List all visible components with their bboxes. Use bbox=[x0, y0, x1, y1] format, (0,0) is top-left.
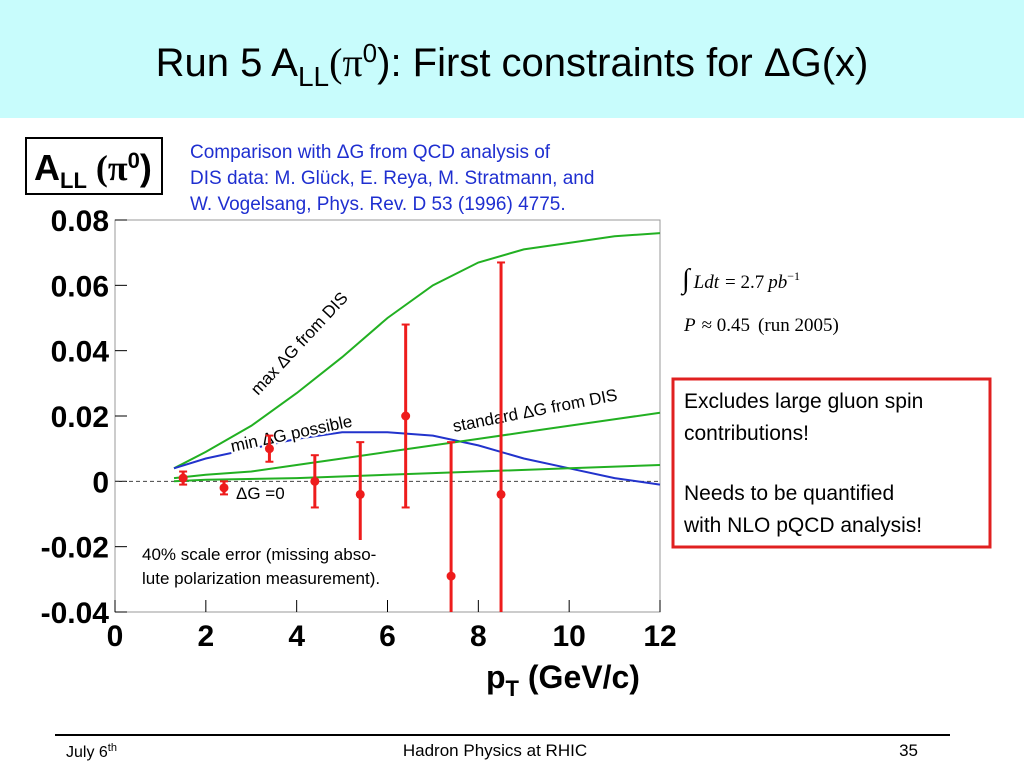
ylabel-part: (π bbox=[87, 148, 128, 188]
lum-part: Ldt bbox=[693, 272, 720, 293]
y-axis-label: ALL (π0) bbox=[34, 147, 152, 193]
lum-sup: −1 bbox=[787, 269, 800, 283]
title-sup: 0 bbox=[363, 38, 377, 68]
y-label-box bbox=[25, 137, 163, 195]
lum-part: pb bbox=[766, 272, 787, 293]
x-tick-label: 10 bbox=[552, 620, 585, 653]
lum-part: ∫ bbox=[680, 264, 692, 296]
x-tick-label: 12 bbox=[643, 620, 676, 653]
pol-part: P bbox=[683, 315, 696, 336]
annotation: 40% scale error (missing abso- bbox=[142, 545, 376, 564]
comparison-note: Comparison with ΔG from QCD analysis of … bbox=[190, 142, 594, 215]
footer-event: Hadron Physics at RHIC bbox=[403, 741, 587, 760]
data-point bbox=[355, 489, 365, 499]
x-axis-label: pT (GeV/c) bbox=[486, 659, 640, 701]
date-sup: th bbox=[108, 742, 117, 754]
y-tick-label: 0.02 bbox=[51, 401, 109, 434]
annotation: lute polarization measurement). bbox=[142, 569, 380, 588]
footer-date: July 6th bbox=[66, 742, 117, 761]
xlabel-part: (GeV/c) bbox=[519, 659, 640, 695]
pol-part: (run 2005) bbox=[758, 315, 839, 336]
note-line: W. Vogelsang, Phys. Rev. D 53 (1996) 477… bbox=[190, 194, 566, 215]
title-part: Run 5 A bbox=[156, 41, 299, 85]
y-tick-label: -0.04 bbox=[41, 597, 110, 630]
data-point bbox=[496, 489, 506, 499]
conclusion-line: with NLO pQCD analysis! bbox=[683, 514, 922, 537]
curve bbox=[173, 232, 661, 470]
lum-part: = 2.7 bbox=[725, 272, 764, 293]
note-line: DIS data: M. Glück, E. Reya, M. Stratman… bbox=[190, 168, 594, 189]
plot: 0.080.060.040.020-0.02-0.040 2 4 6 8 10 12max … bbox=[41, 205, 677, 653]
data-point bbox=[310, 476, 320, 486]
title-part: (π bbox=[329, 40, 363, 85]
data-point bbox=[219, 483, 229, 493]
note-line: Comparison with ΔG from QCD analysis of bbox=[190, 142, 551, 163]
conclusions: Excludes large gluon spin contributions!… bbox=[683, 390, 923, 537]
xlabel-part: p bbox=[486, 659, 506, 695]
y-tick-label: 0.06 bbox=[51, 270, 109, 303]
ylabel-part: ) bbox=[140, 147, 152, 188]
y-tick-label: -0.02 bbox=[41, 532, 109, 565]
data-point bbox=[446, 571, 456, 581]
xlabel-sub: T bbox=[506, 676, 520, 701]
y-tick-label: 0.04 bbox=[51, 336, 110, 369]
data-point bbox=[178, 473, 188, 483]
curve bbox=[173, 464, 661, 483]
conclusion-line: Excludes large gluon spin bbox=[684, 390, 923, 413]
luminosity: ∫ Ldt = 2.7 pb−1 bbox=[680, 264, 800, 296]
date-part: July 6 bbox=[66, 744, 108, 761]
title-band bbox=[0, 0, 1024, 118]
y-tick-label: 0.08 bbox=[51, 205, 109, 238]
pol-part: ≈ 0.45 bbox=[702, 315, 750, 336]
x-tick-label: 2 bbox=[197, 620, 214, 653]
x-tick-label: 6 bbox=[379, 620, 396, 653]
conclusion-box bbox=[671, 377, 992, 549]
title-part: ): First constraints for ΔG(x) bbox=[377, 41, 868, 85]
conclusion-line: Needs to be quantified bbox=[684, 482, 894, 505]
x-tick-label: 4 bbox=[288, 620, 305, 653]
ylabel-part: A bbox=[34, 147, 60, 188]
polarization: P ≈ 0.45 (run 2005) bbox=[683, 315, 839, 336]
curve-label: ΔG =0 bbox=[236, 484, 285, 503]
title-sub: LL bbox=[298, 61, 329, 92]
page-number: 35 bbox=[899, 741, 918, 760]
curve bbox=[173, 411, 661, 480]
annotation-bg bbox=[138, 540, 424, 590]
data-point bbox=[264, 444, 274, 454]
ylabel-sup: 0 bbox=[128, 148, 140, 173]
y-tick-label: 0 bbox=[92, 466, 109, 499]
conclusion-line: contributions! bbox=[684, 422, 809, 445]
curve bbox=[173, 431, 661, 486]
slide-title: Run 5 ALL(π0): First constraints for ΔG(… bbox=[156, 38, 869, 92]
x-tick-label: 8 bbox=[470, 620, 487, 653]
ylabel-sub: LL bbox=[60, 168, 87, 193]
x-tick-label: 0 bbox=[107, 620, 124, 653]
data-point bbox=[401, 411, 411, 421]
